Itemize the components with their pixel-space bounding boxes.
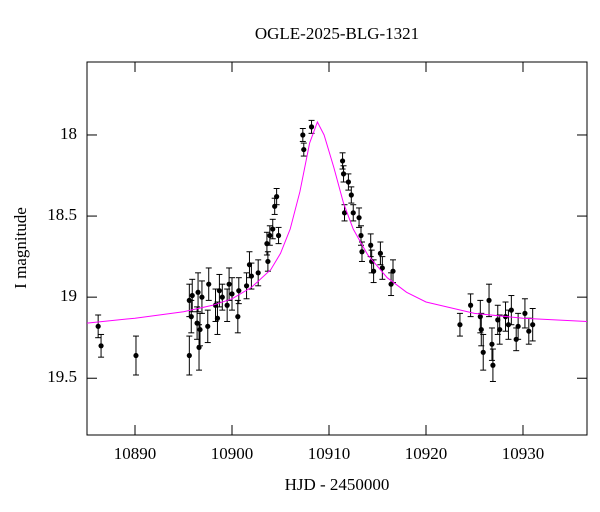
x-axis-label: HJD - 2450000: [285, 475, 390, 494]
data-point: [371, 268, 377, 274]
data-point: [301, 146, 307, 153]
data-point: [468, 302, 474, 308]
data-point: [530, 322, 536, 328]
y-tick-label: 18: [60, 124, 77, 143]
data-point: [477, 314, 483, 320]
data-point: [358, 232, 364, 239]
data-point: [379, 265, 385, 271]
data-point: [214, 315, 221, 321]
data-point: [339, 158, 346, 164]
data-point: [189, 292, 195, 299]
data-point: [526, 328, 532, 334]
data-point: [490, 362, 496, 368]
data-point: [341, 210, 348, 216]
data-point: [457, 322, 463, 328]
data-point: [497, 326, 503, 333]
data-point: [188, 314, 194, 320]
y-tick-label: 18.5: [47, 205, 77, 224]
data-point: [350, 210, 356, 216]
data-point: [478, 326, 484, 333]
data-point: [359, 249, 365, 255]
data-point: [186, 352, 192, 359]
data-point: [224, 302, 230, 308]
data-point: [508, 307, 514, 313]
data-point: [265, 258, 271, 265]
data-point: [219, 294, 225, 300]
data-point: [345, 179, 351, 185]
data-point: [199, 294, 205, 300]
data-point: [522, 310, 528, 316]
data-point: [216, 288, 222, 294]
data-point: [98, 343, 104, 349]
x-tick-label: 10910: [308, 444, 351, 463]
data-point: [340, 171, 347, 177]
x-tick-label: 10900: [211, 444, 254, 463]
data-point: [226, 281, 232, 287]
data-point: [495, 317, 501, 323]
data-point: [300, 132, 306, 138]
data-point: [356, 215, 362, 221]
data-point: [248, 273, 255, 279]
data-point: [229, 291, 235, 297]
data-point: [206, 281, 212, 287]
data-point: [133, 352, 139, 359]
data-point: [274, 194, 280, 200]
data-point: [390, 268, 396, 274]
data-point: [275, 232, 282, 239]
y-tick-label: 19: [60, 286, 77, 305]
y-tick-label: 19.5: [47, 367, 77, 386]
data-point: [348, 192, 354, 198]
data-point: [368, 242, 374, 248]
data-point: [270, 226, 276, 232]
data-point: [195, 289, 201, 295]
data-point: [308, 124, 315, 130]
chart-title: OGLE-2025-BLG-1321: [255, 24, 419, 43]
data-point: [515, 323, 521, 329]
data-point: [235, 314, 241, 320]
y-axis-label: I magnitude: [11, 207, 30, 289]
data-point: [267, 232, 273, 239]
x-tick-label: 10930: [502, 444, 545, 463]
x-tick-label: 10890: [114, 444, 157, 463]
model-curve: [86, 120, 588, 324]
data-point: [236, 288, 242, 294]
data-point: [486, 297, 492, 303]
data-point: [255, 270, 261, 276]
data-point: [197, 326, 203, 333]
data-point: [205, 323, 211, 329]
data-point: [243, 283, 250, 289]
data-point: [489, 341, 495, 347]
data-point: [480, 349, 486, 355]
x-tick-label: 10920: [405, 444, 448, 463]
plot-frame: [86, 61, 588, 436]
data-point: [377, 250, 384, 256]
data-point: [95, 323, 101, 329]
